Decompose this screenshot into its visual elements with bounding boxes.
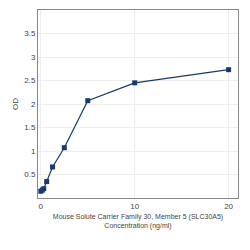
svg-text:2.5: 2.5 xyxy=(24,76,36,85)
svg-text:Mouse Solute Carrier Family 30: Mouse Solute Carrier Family 30, Member 5… xyxy=(53,213,223,230)
svg-text:0.5: 0.5 xyxy=(24,170,36,179)
svg-text:1: 1 xyxy=(31,147,36,156)
svg-text:1.5: 1.5 xyxy=(24,123,36,132)
svg-text:10: 10 xyxy=(130,202,139,211)
svg-text:0: 0 xyxy=(39,202,44,211)
svg-text:OD: OD xyxy=(11,98,20,110)
svg-text:3.5: 3.5 xyxy=(24,29,36,38)
svg-text:2: 2 xyxy=(31,100,36,109)
svg-text:20: 20 xyxy=(224,202,233,211)
svg-text:3: 3 xyxy=(31,53,36,62)
